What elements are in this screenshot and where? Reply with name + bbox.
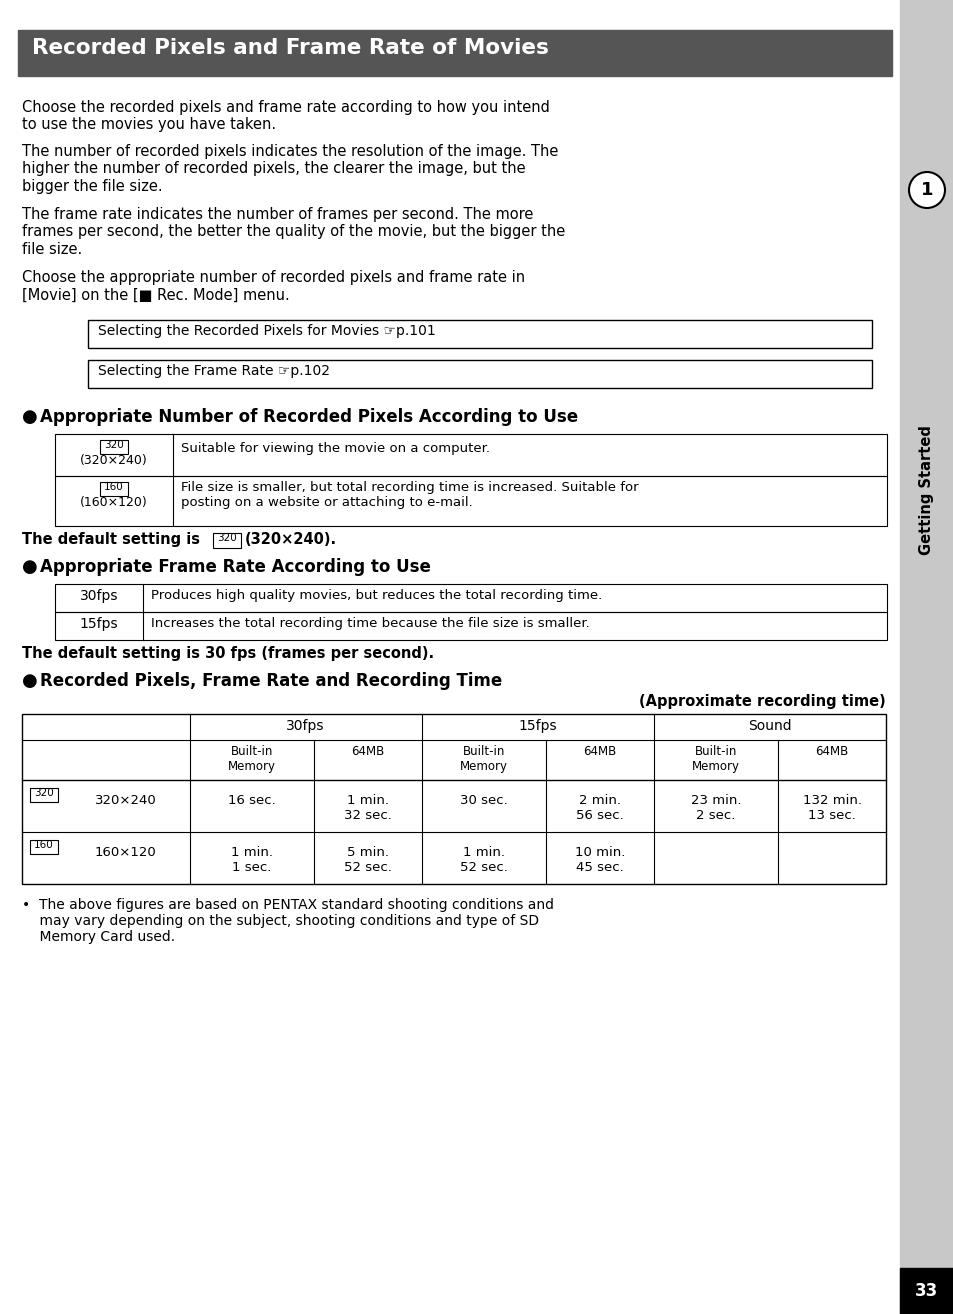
Text: Sound: Sound xyxy=(747,719,791,733)
Text: 64MB: 64MB xyxy=(583,745,616,758)
Text: 160×120: 160×120 xyxy=(95,846,156,859)
Bar xyxy=(55,476,886,526)
Text: 320: 320 xyxy=(34,788,53,798)
Text: 30fps: 30fps xyxy=(286,719,325,733)
Text: 1 min.
32 sec.: 1 min. 32 sec. xyxy=(344,794,392,823)
Text: Built-in
Memory: Built-in Memory xyxy=(692,745,740,773)
Text: 1 min.
52 sec.: 1 min. 52 sec. xyxy=(459,846,507,874)
Text: Appropriate Number of Recorded Pixels According to Use: Appropriate Number of Recorded Pixels Ac… xyxy=(40,409,578,426)
Bar xyxy=(22,714,885,884)
Bar xyxy=(30,840,58,854)
Circle shape xyxy=(908,172,944,208)
Text: ●: ● xyxy=(22,558,38,576)
Bar xyxy=(55,612,886,640)
Text: 64MB: 64MB xyxy=(815,745,848,758)
Text: Recorded Pixels and Frame Rate of Movies: Recorded Pixels and Frame Rate of Movies xyxy=(32,38,548,58)
Bar xyxy=(55,583,886,612)
Text: The default setting is 30 fps (frames per second).: The default setting is 30 fps (frames pe… xyxy=(22,646,434,661)
Text: 132 min.
13 sec.: 132 min. 13 sec. xyxy=(801,794,861,823)
Text: 1: 1 xyxy=(920,181,932,198)
Bar xyxy=(18,30,891,76)
Text: Produces high quality movies, but reduces the total recording time.: Produces high quality movies, but reduce… xyxy=(151,589,601,602)
Text: 320: 320 xyxy=(104,440,124,449)
Text: 10 min.
45 sec.: 10 min. 45 sec. xyxy=(575,846,624,874)
Text: Selecting the Recorded Pixels for Movies ☞p.101: Selecting the Recorded Pixels for Movies… xyxy=(98,325,436,338)
Text: 30 sec.: 30 sec. xyxy=(459,794,507,807)
Text: ●: ● xyxy=(22,671,38,690)
Text: ●: ● xyxy=(22,409,38,426)
Bar xyxy=(100,482,128,495)
Text: 160: 160 xyxy=(104,482,124,491)
Text: 1 min.
1 sec.: 1 min. 1 sec. xyxy=(231,846,273,874)
Text: 320: 320 xyxy=(217,533,236,543)
Text: 15fps: 15fps xyxy=(80,618,118,631)
Bar xyxy=(899,1268,953,1314)
Text: Choose the recorded pixels and frame rate according to how you intend
to use the: Choose the recorded pixels and frame rat… xyxy=(22,100,549,133)
Text: Built-in
Memory: Built-in Memory xyxy=(228,745,275,773)
Text: The default setting is: The default setting is xyxy=(22,532,200,547)
Text: Getting Started: Getting Started xyxy=(919,424,934,555)
Text: 33: 33 xyxy=(915,1282,938,1300)
Text: 160: 160 xyxy=(34,840,53,850)
Bar xyxy=(213,533,241,548)
Bar xyxy=(100,440,128,455)
Text: Appropriate Frame Rate According to Use: Appropriate Frame Rate According to Use xyxy=(40,558,431,576)
Bar xyxy=(899,0,953,1314)
Text: 30fps: 30fps xyxy=(80,589,118,603)
Text: The number of recorded pixels indicates the resolution of the image. The
higher : The number of recorded pixels indicates … xyxy=(22,145,558,193)
Text: 2 min.
56 sec.: 2 min. 56 sec. xyxy=(576,794,623,823)
Text: 23 min.
2 sec.: 23 min. 2 sec. xyxy=(690,794,740,823)
Text: 320×240: 320×240 xyxy=(95,794,156,807)
Text: 64MB: 64MB xyxy=(351,745,384,758)
Text: Increases the total recording time because the file size is smaller.: Increases the total recording time becau… xyxy=(151,618,589,629)
Text: Choose the appropriate number of recorded pixels and frame rate in
[Movie] on th: Choose the appropriate number of recorde… xyxy=(22,269,524,302)
Bar xyxy=(55,434,886,476)
Text: 16 sec.: 16 sec. xyxy=(228,794,275,807)
Bar xyxy=(30,788,58,802)
Bar xyxy=(88,360,871,388)
Text: (320×240).: (320×240). xyxy=(245,532,336,547)
Text: (Approximate recording time): (Approximate recording time) xyxy=(639,694,885,710)
Text: (320×240): (320×240) xyxy=(80,455,148,466)
Text: Suitable for viewing the movie on a computer.: Suitable for viewing the movie on a comp… xyxy=(181,442,490,455)
Text: Selecting the Frame Rate ☞p.102: Selecting the Frame Rate ☞p.102 xyxy=(98,364,330,378)
Text: •  The above figures are based on PENTAX standard shooting conditions and
    ma: • The above figures are based on PENTAX … xyxy=(22,897,554,945)
Text: (160×120): (160×120) xyxy=(80,495,148,509)
Text: Built-in
Memory: Built-in Memory xyxy=(459,745,508,773)
Text: File size is smaller, but total recording time is increased. Suitable for
postin: File size is smaller, but total recordin… xyxy=(181,481,638,509)
Text: 5 min.
52 sec.: 5 min. 52 sec. xyxy=(344,846,392,874)
Text: The frame rate indicates the number of frames per second. The more
frames per se: The frame rate indicates the number of f… xyxy=(22,208,565,256)
Text: 15fps: 15fps xyxy=(517,719,557,733)
Bar xyxy=(88,321,871,348)
Text: Recorded Pixels, Frame Rate and Recording Time: Recorded Pixels, Frame Rate and Recordin… xyxy=(40,671,501,690)
